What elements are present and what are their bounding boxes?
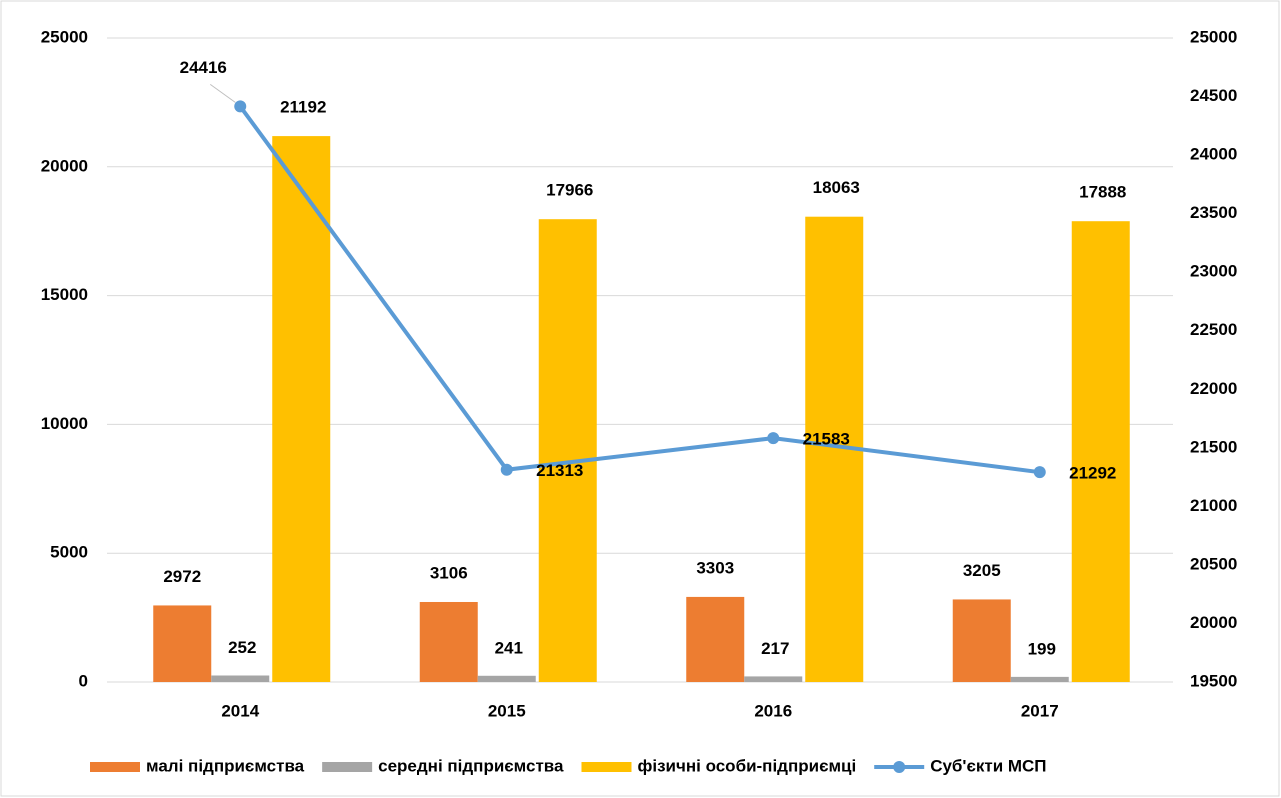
bar [952,599,1011,682]
legend-swatch [322,762,373,772]
data-label: 199 [1028,639,1056,658]
legend-item: фізичні особи-підприємці [581,756,856,775]
data-label: 217 [761,639,789,658]
y-tick-label: 10000 [41,414,88,433]
leader-line [209,83,236,103]
line [238,105,1041,475]
bar [477,675,536,682]
legend-label: середні підприємства [378,756,564,775]
legend-label: фізичні особи-підприємці [637,756,856,775]
x-tick-label: 2017 [1021,701,1059,720]
y2-tick-label: 24500 [1190,86,1237,105]
line-marker [500,463,513,476]
legend-swatch [893,761,906,773]
data-label: 24416 [180,58,227,77]
y2-tick-label: 21000 [1190,496,1237,515]
y2-tick-label: 19500 [1190,671,1237,690]
line-marker [1033,466,1046,479]
x-tick-label: 2015 [488,701,526,720]
y2-tick-label: 24000 [1190,145,1237,164]
data-label: 17966 [546,181,593,200]
y2-tick-label: 22000 [1190,379,1237,398]
y2-tick-label: 23500 [1190,203,1237,222]
bar [1071,221,1130,682]
y2-tick-label: 23000 [1190,262,1237,281]
data-label: 18063 [813,178,860,197]
bar [211,675,270,682]
legend-item: середні підприємства [322,756,564,775]
legend-label: Суб'єкти МСП [930,756,1046,775]
legend-label: малі підприємства [146,756,305,775]
data-label: 252 [228,638,256,657]
data-label: 21583 [803,430,850,449]
y-tick-label: 25000 [41,27,88,46]
line-marker [234,100,247,113]
data-label: 21292 [1069,464,1116,483]
bar [419,601,478,682]
data-label: 3205 [963,561,1001,580]
bar [272,136,331,682]
x-tick-label: 2014 [221,701,259,720]
y-tick-label: 0 [79,671,88,690]
legend-swatch [581,762,632,772]
bar [153,605,212,682]
y2-tick-label: 20500 [1190,554,1237,573]
data-label: 21313 [536,461,583,480]
y2-tick-label: 25000 [1190,27,1237,46]
y2-tick-label: 20000 [1190,613,1237,632]
y-tick-label: 15000 [41,285,88,304]
y2-tick-label: 22500 [1190,320,1237,339]
bar [538,219,597,682]
legend-swatch [90,762,140,772]
bar [686,596,745,682]
data-label: 3106 [430,563,468,582]
bar [1010,676,1069,682]
y-tick-label: 5000 [50,543,88,562]
legend-item: Суб'єкти МСП [874,756,1047,775]
data-label: 3303 [696,558,734,577]
bar [744,676,803,682]
x-tick-label: 2016 [754,701,792,720]
legend-item: малі підприємства [90,756,305,775]
line-marker [767,432,780,445]
y2-tick-label: 21500 [1190,437,1237,456]
data-label: 2972 [163,567,201,586]
data-label: 241 [495,638,523,657]
data-label: 17888 [1079,183,1126,202]
y-tick-label: 20000 [41,156,88,175]
data-label: 21192 [280,98,326,117]
